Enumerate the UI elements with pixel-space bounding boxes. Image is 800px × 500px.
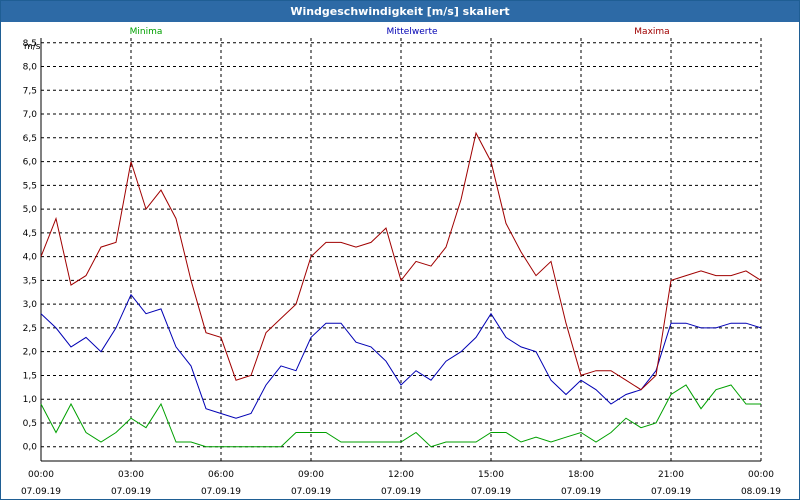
chart-title: Windgeschwindigkeit [m/s] skaliert bbox=[1, 1, 799, 22]
y-tick-label: 0,5 bbox=[23, 419, 37, 429]
legend-item-minima: Minima bbox=[130, 27, 163, 37]
x-tick-time-label: 00:00 bbox=[28, 470, 54, 480]
series-line-minima bbox=[40, 384, 761, 448]
legend-item-maxima: Maxima bbox=[634, 27, 669, 37]
chart-canvas: m/s 0,0 0,5 1,0 1,5 2,0 2,5 3,0 3,5 4,0 4,5 5,0 5,5 6… bbox=[21, 27, 781, 497]
y-tick-label: 6,5 bbox=[23, 134, 37, 144]
x-tick-time-label: 21:00 bbox=[658, 470, 684, 480]
y-tick-label: 4,5 bbox=[23, 229, 37, 239]
y-tick-label: 7,5 bbox=[23, 86, 37, 96]
y-tick-label: 5,0 bbox=[23, 205, 38, 215]
y-tick-label: 2,5 bbox=[23, 324, 37, 334]
legend-item-mittelwerte: Mittelwerte bbox=[386, 27, 437, 37]
y-axis-unit-label: m/s bbox=[24, 42, 41, 52]
x-tick-time-label: 00:00 bbox=[748, 470, 774, 480]
x-tick-date-label: 07.09.19 bbox=[471, 487, 511, 497]
x-tick-date-label: 07.09.19 bbox=[561, 487, 601, 497]
y-tick-label: 3,0 bbox=[23, 300, 38, 310]
y-tick-label: 8,0 bbox=[23, 63, 38, 73]
y-tick-label: 0,0 bbox=[23, 443, 38, 453]
y-tick-label: 8,5 bbox=[23, 39, 37, 49]
x-tick-time-label: 09:00 bbox=[298, 470, 324, 480]
x-tick-time-label: 06:00 bbox=[208, 470, 234, 480]
x-tick-date-label: 07.09.19 bbox=[381, 487, 421, 497]
x-tick-date-label: 07.09.19 bbox=[21, 487, 61, 497]
x-tick-time-label: 18:00 bbox=[568, 470, 594, 480]
x-tick-date-label: 07.09.19 bbox=[111, 487, 151, 497]
series-line-maxima bbox=[40, 131, 762, 391]
y-tick-label: 3,5 bbox=[23, 276, 37, 286]
x-tick-time-label: 15:00 bbox=[478, 470, 504, 480]
x-tick-date-label: 07.09.19 bbox=[651, 487, 691, 497]
y-tick-label: 4,0 bbox=[23, 253, 38, 263]
y-tick-label: 5,5 bbox=[23, 181, 37, 191]
y-tick-label: 7,0 bbox=[23, 110, 38, 120]
x-tick-date-label: 08.09.19 bbox=[741, 487, 781, 497]
y-tick-label: 2,0 bbox=[23, 348, 38, 358]
y-tick-label: 1,0 bbox=[23, 395, 38, 405]
y-tick-label: 6,0 bbox=[23, 158, 38, 168]
x-tick-date-label: 07.09.19 bbox=[291, 487, 331, 497]
x-tick-time-label: 12:00 bbox=[388, 470, 414, 480]
y-tick-label: 1,5 bbox=[23, 371, 37, 381]
x-tick-date-label: 07.09.19 bbox=[201, 487, 241, 497]
x-tick-time-label: 03:00 bbox=[118, 470, 144, 480]
